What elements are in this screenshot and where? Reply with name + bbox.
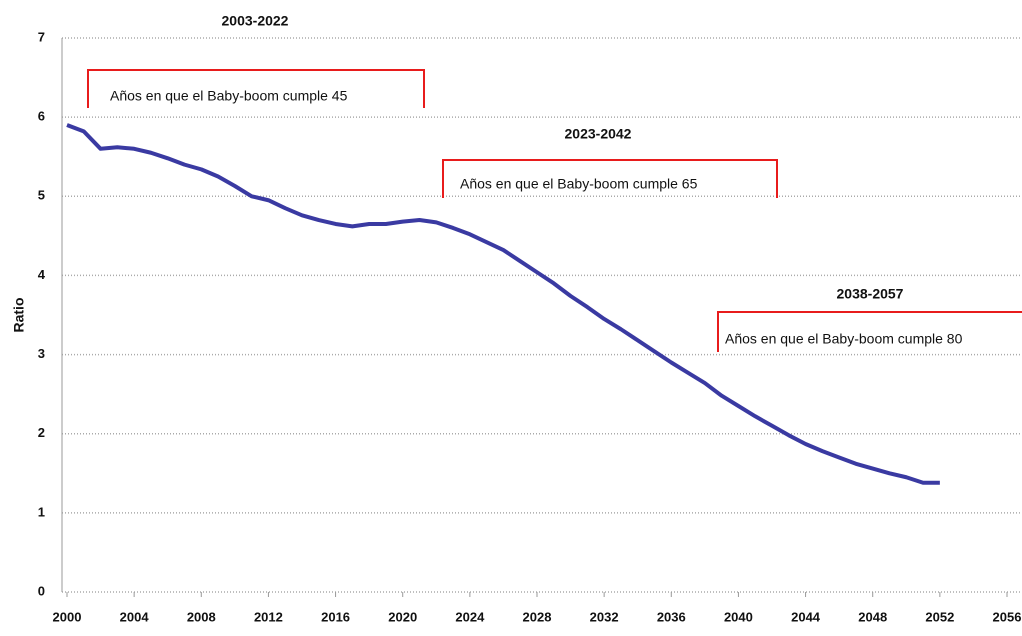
- y-tick-label: 6: [38, 109, 45, 124]
- data-line: [66, 123, 940, 485]
- x-tick-label: 2020: [388, 609, 417, 624]
- annotation-period: 2023-2042: [565, 126, 632, 142]
- x-tick-label: 2040: [724, 609, 753, 624]
- y-tick-label: 0: [38, 583, 45, 598]
- y-axis-label: Ratio: [11, 298, 27, 333]
- y-tick-label: 2: [38, 425, 45, 440]
- x-tick-label: 2028: [523, 609, 552, 624]
- x-tick-label: 2044: [791, 609, 821, 624]
- x-tick-label: 2000: [53, 609, 82, 624]
- x-tick-label: 2004: [120, 609, 150, 624]
- annotation-text: Años en que el Baby-boom cumple 45: [110, 88, 348, 104]
- x-tick-label: 2024: [455, 609, 485, 624]
- x-tick-label: 2052: [925, 609, 954, 624]
- y-tick-label: 4: [38, 267, 46, 282]
- x-tick-label: 2056: [993, 609, 1022, 624]
- y-tick-label: 1: [38, 504, 45, 519]
- x-tick-label: 2016: [321, 609, 350, 624]
- y-tick-label: 5: [38, 188, 45, 203]
- annotation-bracket: [717, 311, 1022, 352]
- annotation-bracket: [442, 159, 778, 198]
- annotation-period: 2038-2057: [837, 286, 904, 302]
- x-tick-label: 2008: [187, 609, 216, 624]
- annotation-period: 2003-2022: [222, 13, 289, 29]
- annotation-text: Años en que el Baby-boom cumple 65: [460, 176, 698, 192]
- y-tick-label: 7: [38, 29, 45, 44]
- x-tick-label: 2012: [254, 609, 283, 624]
- x-tick-label: 2048: [858, 609, 887, 624]
- annotation-bracket: [87, 69, 425, 108]
- x-tick-label: 2036: [657, 609, 686, 624]
- annotation-text: Años en que el Baby-boom cumple 80: [725, 331, 963, 347]
- y-tick-label: 3: [38, 346, 45, 361]
- x-tick-label: 2032: [590, 609, 619, 624]
